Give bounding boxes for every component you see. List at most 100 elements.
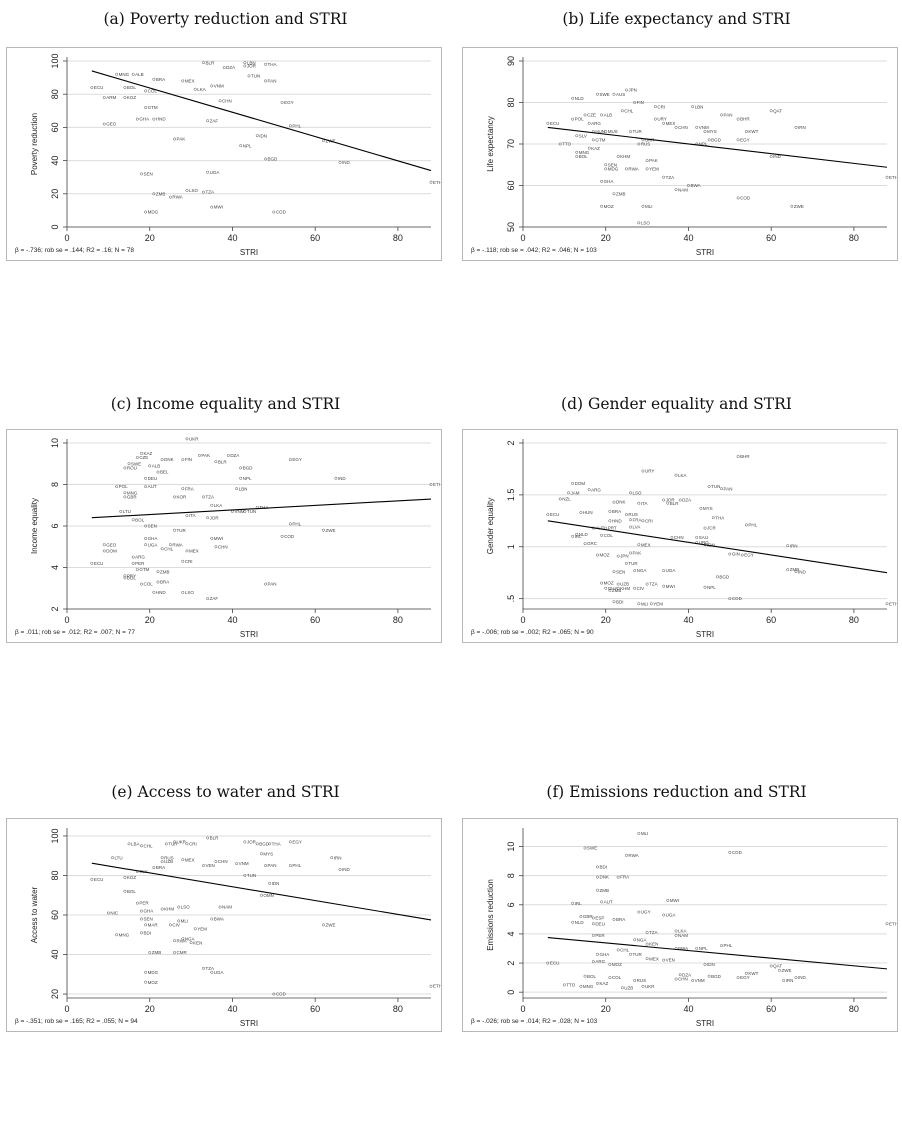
- point-label: JOR: [247, 64, 257, 69]
- point-label: THA: [715, 515, 724, 520]
- data-point: [239, 466, 243, 470]
- data-point: [794, 570, 798, 574]
- point-label: ARG: [595, 959, 605, 964]
- point-label: LSO: [181, 905, 191, 910]
- data-point: [616, 875, 620, 879]
- data-point: [259, 852, 263, 856]
- point-label: URY: [657, 117, 666, 122]
- point-label: VEN: [206, 863, 215, 868]
- data-point: [600, 533, 604, 537]
- chart-panel-e: 20 40 60 80 100 0 20 40 60 80 STRI Access to water B…: [6, 818, 442, 1032]
- data-point: [115, 933, 119, 937]
- point-label: AUT: [148, 484, 157, 489]
- point-label: KAZ: [599, 981, 608, 986]
- point-label: NGA: [185, 936, 195, 941]
- data-point: [591, 138, 595, 142]
- point-label: ESP: [595, 916, 604, 921]
- x-axis-title: STRI: [240, 1019, 258, 1028]
- data-point: [674, 977, 678, 981]
- point-label: GEO: [106, 542, 117, 547]
- data-point: [202, 190, 205, 194]
- point-label: POL: [119, 484, 129, 489]
- y-tick-label: 80: [50, 870, 60, 880]
- point-label: AUT: [595, 526, 604, 531]
- point-label: YEM: [653, 601, 663, 606]
- point-label: EGY: [284, 100, 294, 105]
- x-tick-label: 60: [310, 615, 320, 625]
- data-point: [160, 860, 164, 864]
- point-label: IDN: [259, 133, 267, 138]
- point-label: BRA: [616, 917, 625, 922]
- data-point: [259, 893, 263, 897]
- data-point: [624, 167, 628, 171]
- point-label: YEM: [197, 926, 207, 931]
- data-point: [123, 86, 127, 90]
- point-label: CHL: [620, 948, 629, 953]
- data-point: [744, 130, 748, 134]
- point-label: BLR: [206, 60, 216, 65]
- data-point: [769, 155, 773, 158]
- data-point: [264, 582, 267, 586]
- point-label: CRI: [189, 841, 197, 846]
- data-point: [156, 470, 160, 474]
- data-point: [720, 113, 723, 117]
- point-label: PER: [135, 561, 145, 566]
- data-point: [604, 526, 608, 530]
- data-point: [616, 948, 620, 952]
- point-label: NAM: [678, 933, 688, 938]
- point-label: CHN: [678, 977, 688, 982]
- data-point: [703, 526, 707, 530]
- y-tick-label: 4: [506, 931, 516, 936]
- point-label: ZWE: [325, 528, 335, 533]
- data-point: [720, 487, 723, 491]
- data-point: [744, 971, 748, 975]
- point-label: GHA: [148, 536, 158, 541]
- data-point: [144, 537, 148, 540]
- data-point: [140, 844, 143, 848]
- point-label: NLD: [575, 920, 585, 925]
- point-label: BRA: [156, 77, 165, 82]
- point-label: MLI: [645, 204, 653, 209]
- point-label: NGA: [637, 568, 647, 573]
- y-tick-label: 20: [50, 189, 60, 199]
- data-point: [604, 163, 608, 167]
- panel-caption-e: (e) Access to water and STRI: [111, 783, 340, 801]
- point-label: IND: [342, 160, 351, 165]
- data-point: [140, 931, 143, 935]
- data-point: [662, 175, 666, 179]
- y-tick-label: 2: [50, 606, 60, 611]
- data-point: [102, 122, 106, 126]
- point-label: ZMB: [599, 888, 609, 893]
- data-point: [123, 491, 127, 495]
- point-label: CHN: [678, 125, 688, 130]
- data-point: [268, 881, 272, 885]
- point-label: ARG: [591, 487, 601, 492]
- x-tick-label: 60: [766, 615, 776, 625]
- y-tick-label: 10: [506, 842, 516, 852]
- data-point: [210, 537, 214, 540]
- data-point: [280, 101, 284, 104]
- data-point: [728, 850, 732, 854]
- data-point: [181, 79, 185, 83]
- data-point: [144, 89, 148, 93]
- point-label: BLR: [670, 501, 680, 506]
- data-point: [885, 175, 889, 179]
- data-point: [794, 125, 798, 129]
- point-label: PAN: [724, 113, 733, 118]
- point-label: FIN: [185, 457, 192, 462]
- x-tick-label: 60: [310, 1004, 320, 1014]
- data-point: [596, 92, 599, 96]
- data-point: [736, 138, 740, 142]
- data-point: [629, 518, 632, 522]
- data-point: [653, 105, 657, 109]
- x-tick-label: 40: [227, 1004, 237, 1014]
- point-label: KEN: [649, 942, 658, 947]
- point-label: MEX: [185, 79, 195, 84]
- y-axis-title: Life expectancy: [486, 116, 495, 172]
- chart-f-plot: 0 2 4 6 8 10 0 20 40 60 80 STRI Emissions reduction M…: [486, 828, 897, 1028]
- data-point: [202, 966, 205, 970]
- y-tick-label: 60: [50, 122, 60, 132]
- point-label: MYS: [707, 129, 717, 134]
- data-point: [210, 503, 214, 507]
- point-label: COL: [143, 582, 153, 587]
